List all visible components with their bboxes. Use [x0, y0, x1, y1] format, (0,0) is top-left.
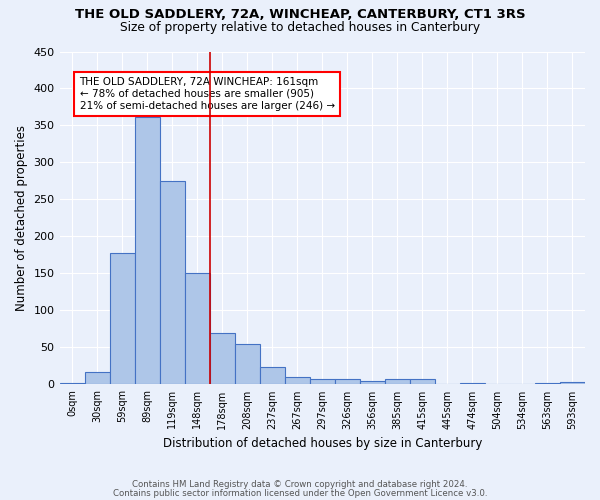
Bar	[209, 332, 235, 384]
Bar	[160, 181, 185, 384]
Text: THE OLD SADDLERY, 72A, WINCHEAP, CANTERBURY, CT1 3RS: THE OLD SADDLERY, 72A, WINCHEAP, CANTERB…	[74, 8, 526, 20]
Text: THE OLD SADDLERY, 72A WINCHEAP: 161sqm
← 78% of detached houses are smaller (905: THE OLD SADDLERY, 72A WINCHEAP: 161sqm ←…	[80, 78, 335, 110]
Bar	[410, 378, 435, 384]
Text: Size of property relative to detached houses in Canterbury: Size of property relative to detached ho…	[120, 21, 480, 34]
Text: Contains public sector information licensed under the Open Government Licence v3: Contains public sector information licen…	[113, 488, 487, 498]
Y-axis label: Number of detached properties: Number of detached properties	[15, 125, 28, 311]
Bar	[235, 344, 260, 385]
Bar	[260, 366, 285, 384]
Bar	[285, 377, 310, 384]
Bar	[535, 383, 560, 384]
Bar	[460, 383, 485, 384]
Bar	[335, 380, 360, 384]
Bar	[59, 383, 85, 384]
Bar	[185, 272, 209, 384]
Bar	[560, 382, 585, 384]
Bar	[310, 380, 335, 384]
Bar	[385, 380, 410, 384]
Text: Contains HM Land Registry data © Crown copyright and database right 2024.: Contains HM Land Registry data © Crown c…	[132, 480, 468, 489]
X-axis label: Distribution of detached houses by size in Canterbury: Distribution of detached houses by size …	[163, 437, 482, 450]
Bar	[134, 116, 160, 384]
Bar	[85, 372, 110, 384]
Bar	[110, 252, 134, 384]
Bar	[360, 380, 385, 384]
